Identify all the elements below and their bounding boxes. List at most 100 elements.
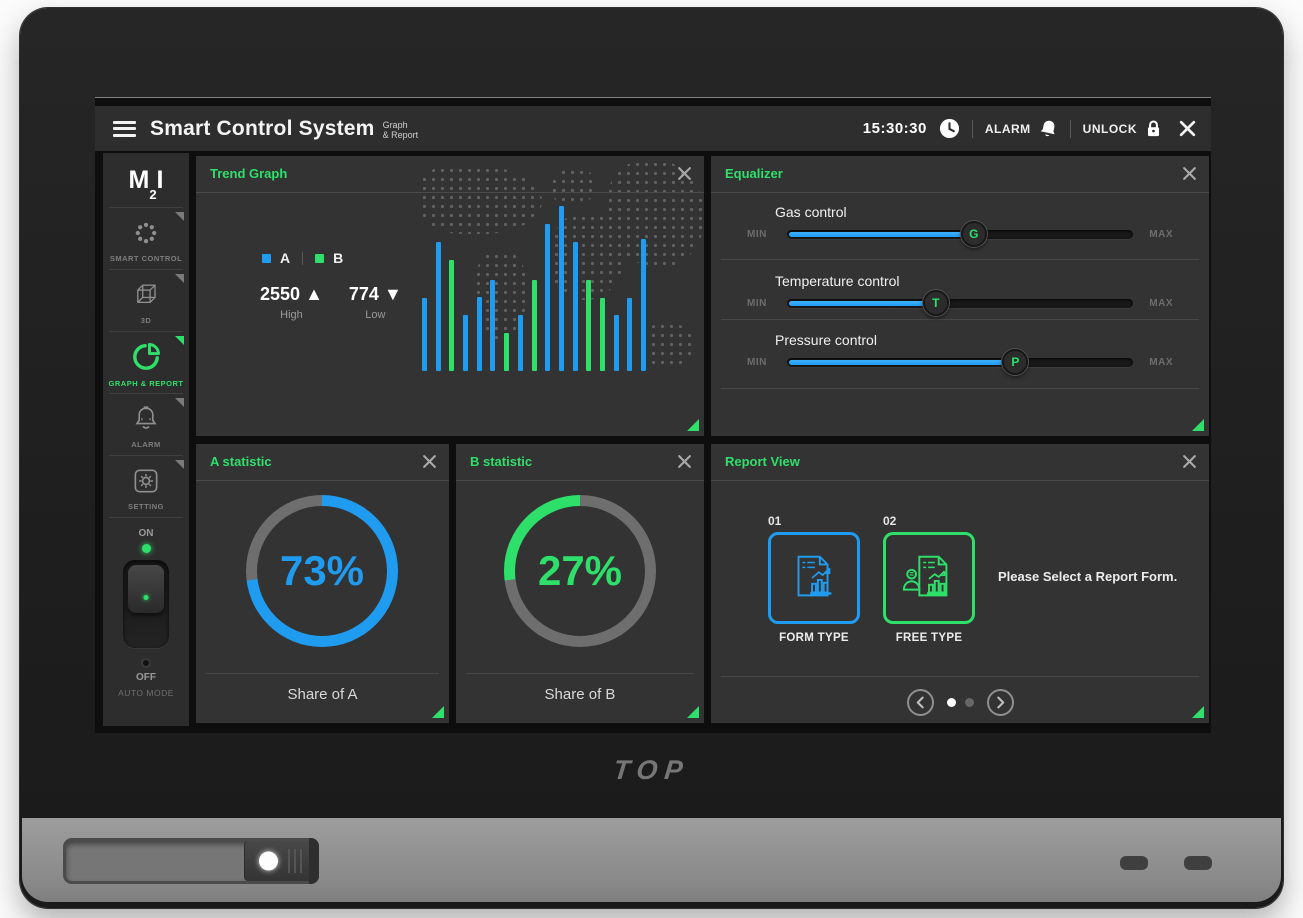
divider — [109, 207, 183, 208]
resize-handle[interactable] — [687, 706, 699, 718]
form-type-card[interactable] — [768, 532, 860, 624]
gas-slider-knob[interactable]: G — [960, 221, 987, 247]
auto-mode-label: AUTO MODE — [118, 688, 174, 698]
percent-value: 73% — [279, 547, 365, 594]
trend-bar-b — [531, 280, 537, 371]
next-page-button[interactable] — [986, 688, 1014, 716]
pressure-slider-knob[interactable]: P — [1002, 349, 1029, 375]
panel-title: B statistic — [470, 454, 533, 469]
slider-group-pressure: Pressure control MIN P MAX — [711, 332, 1209, 375]
slider-fill — [789, 301, 938, 306]
device-bezel: Smart Control System Graph & Report 15:3… — [20, 8, 1283, 908]
max-label: MAX — [1149, 298, 1173, 309]
trend-bar-a — [463, 314, 469, 371]
free-type-card[interactable] — [883, 532, 975, 624]
close-icon[interactable] — [1182, 454, 1197, 469]
sidebar-item-smart-control[interactable]: SMART CONTROL — [103, 208, 189, 269]
page-dot-1[interactable] — [946, 697, 956, 707]
donut-caption: Share of B — [544, 686, 616, 703]
card-label: FORM TYPE — [779, 632, 849, 644]
device-bottom-strip — [22, 818, 1281, 902]
report-hint-text: Please Select a Report Form. — [998, 569, 1178, 584]
top-bar: Smart Control System Graph & Report 15:3… — [95, 106, 1211, 151]
pressure-slider-track[interactable]: P — [787, 349, 1133, 375]
sidebar-item-setting[interactable]: SETTING — [103, 456, 189, 517]
trend-bar-b — [504, 333, 510, 371]
sidebar-item-alarm[interactable]: ALARM — [103, 394, 189, 455]
panel-equalizer: Equalizer Gas control MIN G MAX — [711, 156, 1209, 436]
high-stat: 2550 ▲ High — [260, 284, 323, 321]
divider — [466, 673, 694, 674]
menu-icon[interactable] — [113, 117, 136, 140]
app-subtitle: Graph & Report — [382, 119, 419, 140]
hardware-slider-handle[interactable] — [244, 838, 319, 884]
divider — [721, 676, 1199, 677]
resize-handle[interactable] — [1192, 706, 1204, 718]
divider — [302, 251, 304, 265]
vent-slot — [1184, 856, 1212, 870]
temperature-slider-track[interactable]: T — [787, 290, 1133, 316]
resize-handle[interactable] — [687, 419, 699, 431]
divider — [109, 455, 183, 456]
resize-handle[interactable] — [432, 706, 444, 718]
corner-fold-icon — [175, 398, 184, 407]
panel-title: Equalizer — [725, 166, 783, 181]
grip-ridges — [288, 849, 302, 873]
panel-b-statistic: B statistic 27% Share of B — [456, 444, 704, 723]
brand-logo: TOP — [611, 755, 692, 785]
panel-trend-graph: Trend Graph A B 2550 ▲ High — [196, 156, 704, 436]
min-label: MIN — [747, 229, 767, 240]
close-icon[interactable] — [677, 454, 692, 469]
card-index: 01 — [768, 514, 782, 528]
trend-bar-a — [572, 242, 578, 371]
slider-label: Pressure control — [775, 332, 877, 348]
up-arrow-icon: ▲ — [305, 284, 323, 304]
sidebar-item-3d[interactable]: 3D — [103, 270, 189, 331]
down-arrow-icon: ▼ — [383, 284, 402, 304]
close-icon[interactable] — [1178, 119, 1197, 138]
prev-page-button[interactable] — [906, 688, 934, 716]
legend-swatch-a — [262, 253, 271, 263]
gas-slider-track[interactable]: G — [787, 221, 1133, 247]
divider — [109, 393, 183, 394]
unlock-button-label: UNLOCK — [1082, 121, 1137, 136]
close-icon[interactable] — [422, 454, 437, 469]
slider-group-temperature: Temperature control MIN T MAX — [711, 273, 1209, 316]
alarm-button[interactable]: ALARM — [985, 119, 1058, 138]
sidebar-item-graph-report[interactable]: GRAPH & REPORT — [103, 332, 189, 393]
power-on-led — [141, 544, 151, 553]
card-label: FREE TYPE — [895, 632, 963, 644]
trend-stats: 2550 ▲ High 774 ▼ Low — [260, 284, 402, 321]
clock-icon — [939, 118, 960, 139]
toggle-knob[interactable] — [128, 565, 164, 613]
dots-circle-icon — [128, 215, 164, 251]
gear-icon — [128, 463, 164, 499]
report-pagination — [711, 684, 1209, 720]
temperature-slider-knob[interactable]: T — [922, 290, 949, 316]
panel-title: A statistic — [210, 454, 272, 469]
percent-value: 27% — [537, 547, 623, 594]
close-icon[interactable] — [677, 166, 692, 181]
page-dot-2[interactable] — [964, 697, 974, 707]
unlock-button[interactable]: UNLOCK — [1083, 119, 1162, 138]
alarm-button-label: ALARM — [984, 121, 1031, 136]
sidebar-item-label: SETTING — [127, 501, 164, 511]
resize-handle[interactable] — [1192, 419, 1204, 431]
divider — [456, 480, 704, 481]
slider-label: Temperature control — [775, 273, 900, 289]
sidebar-item-label: SMART CONTROL — [109, 253, 183, 263]
max-label: MAX — [1149, 229, 1173, 240]
power-toggle-switch[interactable] — [123, 560, 169, 648]
donut-chart-b: 27% — [504, 495, 656, 647]
close-icon[interactable] — [1182, 166, 1197, 181]
panel-title: Report View — [725, 454, 800, 469]
document-chart-icon — [785, 549, 843, 607]
corner-fold-icon — [175, 460, 184, 469]
divider — [711, 192, 1209, 193]
trend-bar-a — [422, 298, 427, 371]
divider — [196, 192, 704, 193]
slot-endcap — [309, 838, 319, 884]
